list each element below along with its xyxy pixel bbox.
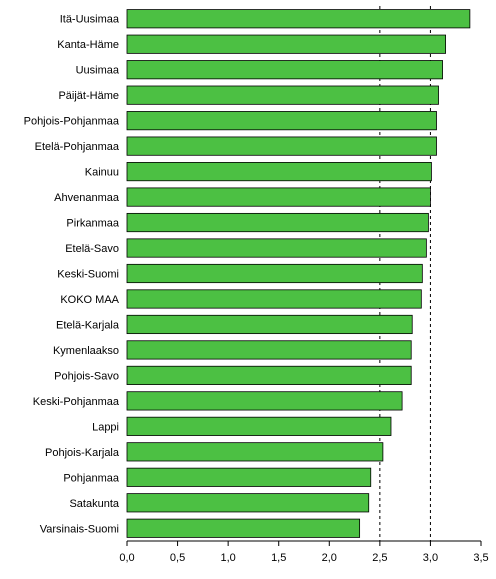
category-label: Kymenlaakso [53, 345, 119, 357]
bar [126, 85, 439, 105]
bar [126, 340, 412, 360]
category-label: Keski-Suomi [57, 269, 119, 281]
category-label: KOKO MAA [60, 294, 119, 306]
bars [126, 9, 471, 538]
x-tick-label: 1,5 [271, 552, 286, 564]
bar [126, 212, 429, 233]
bar [126, 314, 413, 335]
bar [126, 238, 427, 258]
category-label: Pirkanmaa [66, 218, 119, 230]
bar [126, 416, 392, 436]
category-labels: Itä-Uusimaa Kanta-Häme Uusimaa Päijät-Häme P… [24, 14, 120, 536]
category-label: Satakunta [69, 498, 119, 510]
category-label: Etelä-Pohjanmaa [35, 141, 120, 153]
bar [126, 34, 447, 54]
bar [126, 187, 431, 207]
bar [126, 391, 403, 411]
bar [126, 442, 384, 462]
bar [126, 60, 443, 80]
category-label: Ahvenanmaa [54, 192, 120, 204]
category-label: Lappi [92, 421, 119, 433]
x-tick-label: 2,5 [372, 552, 387, 564]
bar [126, 365, 412, 385]
category-label: Uusimaa [76, 65, 120, 77]
category-label: Pohjois-Savo [54, 370, 119, 382]
bar [126, 289, 422, 309]
x-tick-label: 3,5 [473, 552, 488, 564]
category-label: Pohjanmaa [63, 472, 120, 484]
category-label: Pohjois-Pohjanmaa [24, 116, 120, 128]
category-label: Etelä-Karjala [56, 319, 120, 331]
bar [126, 467, 372, 487]
bar [126, 162, 432, 182]
bar [126, 493, 370, 513]
x-tick-label: 2,0 [322, 552, 337, 564]
bar [126, 111, 437, 131]
x-axis: 0,0 0,5 1,0 1,5 2,0 2,5 3,0 3,5 [119, 540, 489, 564]
category-label: Kanta-Häme [57, 39, 119, 51]
category-label: Päijät-Häme [58, 90, 119, 102]
category-label: Pohjois-Karjala [45, 447, 120, 459]
x-tick-label: 1,0 [220, 552, 235, 564]
category-label: Varsinais-Suomi [40, 523, 119, 535]
x-tick-label: 0,5 [170, 552, 185, 564]
category-label: Kainuu [85, 167, 119, 179]
x-tick-label: 3,0 [423, 552, 438, 564]
bar [126, 136, 437, 156]
category-label: Keski-Pohjanmaa [33, 396, 120, 408]
category-label: Itä-Uusimaa [60, 14, 120, 26]
x-tick-label: 0,0 [119, 552, 134, 564]
category-label: Etelä-Savo [65, 243, 119, 255]
bar [126, 518, 361, 538]
bar [126, 263, 423, 284]
bar [126, 9, 471, 29]
